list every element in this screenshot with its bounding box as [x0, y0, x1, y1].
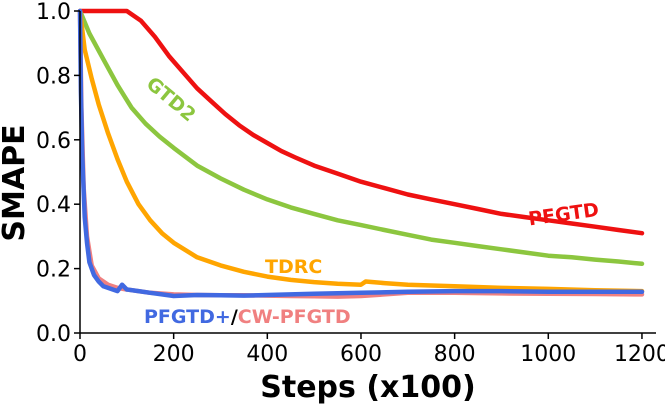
axes-layer — [79, 11, 656, 334]
y-axis-title: SMAPE — [0, 124, 32, 241]
y-tick-label: 0.0 — [36, 322, 71, 347]
label-separator: / — [231, 306, 238, 328]
series-layer — [77, 8, 645, 299]
pfgtd-plus-cw-label: PFGTD+/CW-PFGTD — [144, 306, 351, 328]
ticks-layer: 0 200 400 600 800 1000 1200 0.0 0.2 0.4 0.6 0.8 1.0 — [36, 0, 665, 367]
y-tick-label: 0.8 — [36, 64, 71, 89]
x-axis-title: Steps (x100) — [260, 370, 475, 405]
tdrc-label: TDRC — [265, 256, 322, 278]
x-tick-label: 1200 — [614, 342, 665, 367]
x-tick-label: 400 — [246, 342, 288, 367]
x-tick-label: 0 — [73, 342, 87, 367]
series-line-cw-pfgtd — [77, 8, 645, 299]
y-tick-label: 0.6 — [36, 129, 71, 154]
x-tick-label: 600 — [340, 342, 382, 367]
x-tick-label: 1000 — [520, 342, 576, 367]
y-tick-label: 0.2 — [36, 258, 71, 283]
x-tick-label: 800 — [434, 342, 476, 367]
y-tick-label: 1.0 — [36, 0, 71, 25]
y-tick-label: 0.4 — [36, 193, 71, 218]
series-line-pfgtd — [77, 8, 645, 236]
x-tick-label: 200 — [153, 342, 195, 367]
pfgtd-plus-label: PFGTD+ — [144, 306, 231, 328]
cw-pfgtd-label: CW-PFGTD — [238, 306, 351, 328]
series-line-pfgtdplus — [77, 8, 645, 299]
series-line-tdrc — [77, 8, 645, 294]
series-line-gtd2 — [77, 8, 645, 267]
